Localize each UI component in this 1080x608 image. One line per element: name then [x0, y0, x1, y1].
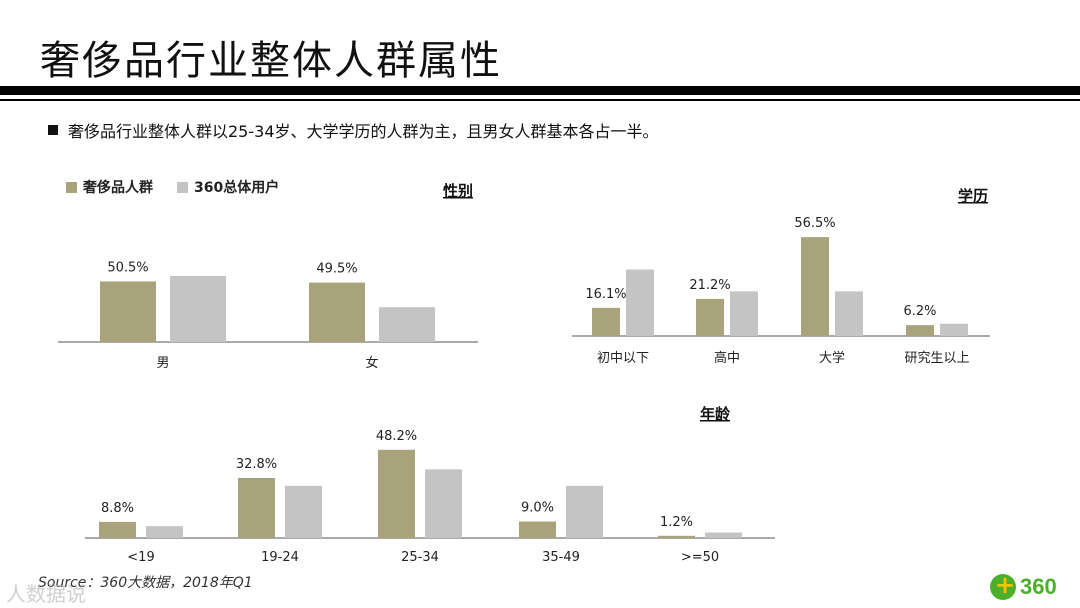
data-label-2-0: 8.8%	[101, 501, 134, 516]
category-label-0-0: 男	[156, 356, 169, 371]
category-label-2-4: >=50	[681, 550, 719, 565]
category-label-2-1: 19-24	[261, 550, 299, 565]
title-rule-thick	[0, 86, 1080, 95]
category-label-2-2: 25-34	[401, 550, 439, 565]
bar-0-1-0	[309, 282, 365, 342]
bar-0-0-0	[100, 281, 156, 342]
bar-2-4-1	[705, 532, 742, 538]
data-label-2-4: 1.2%	[660, 515, 693, 530]
chart-title-2: 年龄	[700, 405, 731, 423]
chart-title-1: 学历	[958, 187, 988, 205]
data-label-1-0: 16.1%	[585, 287, 626, 302]
data-label-2-3: 9.0%	[521, 501, 554, 516]
data-label-1-3: 6.2%	[903, 304, 936, 319]
page-title: 奢侈品行业整体人群属性	[40, 38, 502, 84]
legend-swatch-luxury	[66, 181, 77, 193]
data-label-1-2: 56.5%	[794, 216, 835, 231]
bar-1-1-1	[730, 291, 758, 336]
bar-1-1-0	[696, 298, 724, 336]
category-label-2-0: <19	[127, 550, 154, 565]
watermark: 人数据说	[6, 582, 86, 606]
data-label-2-2: 48.2%	[376, 429, 417, 444]
legend-item-total: 360总体用户	[177, 177, 279, 197]
legend-label-total: 360总体用户	[194, 180, 280, 196]
logo-text: 360	[1020, 574, 1057, 599]
data-label-1-1: 21.2%	[689, 278, 730, 293]
category-label-2-3: 35-49	[542, 550, 580, 565]
bar-1-2-0	[801, 237, 829, 336]
data-label-0-0: 50.5%	[107, 260, 148, 275]
chart-title-0: 性别	[443, 182, 473, 200]
bar-0-1-1	[379, 307, 435, 342]
summary-text: 奢侈品行业整体人群以25-34岁、大学学历的人群为主，且男女人群基本各占一半。	[68, 122, 659, 141]
bar-2-0-0	[99, 521, 136, 538]
category-label-1-3: 研究生以上	[904, 351, 969, 366]
source-note: Source：360大数据，2018年Q1	[38, 575, 253, 591]
bar-2-3-0	[519, 521, 556, 538]
bar-0-0-1	[170, 276, 226, 342]
bar-2-2-1	[425, 469, 462, 538]
bar-2-1-1	[285, 485, 322, 538]
bar-1-2-1	[835, 291, 863, 336]
category-label-1-1: 高中	[714, 350, 740, 366]
category-label-1-2: 大学	[819, 350, 845, 366]
bar-2-2-0	[378, 449, 415, 538]
bar-2-3-1	[566, 485, 603, 538]
legend-item-luxury: 奢侈品人群	[66, 177, 153, 197]
legend-swatch-total	[177, 181, 188, 193]
title-rule-thin	[0, 99, 1080, 101]
legend-label-luxury: 奢侈品人群	[83, 180, 153, 196]
bar-2-4-0	[658, 535, 695, 538]
bar-2-1-0	[238, 477, 275, 538]
data-label-0-1: 49.5%	[316, 262, 357, 277]
bar-1-0-1	[626, 269, 654, 336]
bar-1-3-1	[940, 323, 968, 336]
logo-icon	[990, 571, 1016, 600]
category-label-0-1: 女	[365, 355, 378, 371]
category-label-1-0: 初中以下	[597, 351, 649, 366]
bar-1-3-0	[906, 325, 934, 336]
brand-logo: 360	[990, 571, 1057, 600]
data-label-2-1: 32.8%	[236, 457, 277, 472]
chart-legend: 奢侈品人群 360总体用户	[66, 177, 303, 197]
bullet-square-icon	[48, 125, 58, 135]
bar-2-0-1	[146, 526, 183, 538]
bar-1-0-0	[592, 307, 620, 336]
summary-bullet: 奢侈品行业整体人群以25-34岁、大学学历的人群为主，且男女人群基本各占一半。	[48, 118, 659, 142]
